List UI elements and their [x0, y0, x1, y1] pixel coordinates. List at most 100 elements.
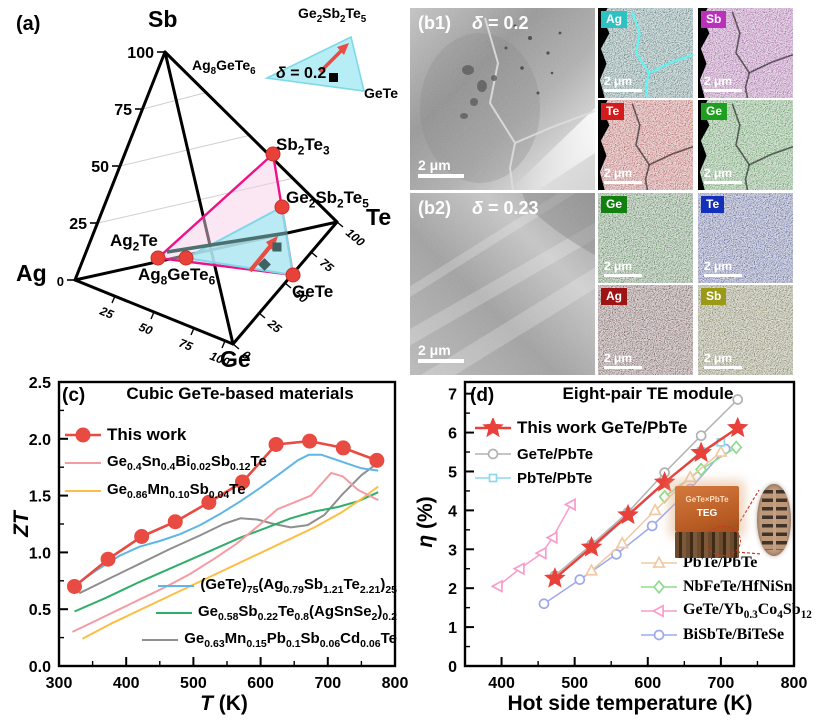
- b1-haadf-svg: [410, 8, 595, 190]
- ge-te-axis-tick: 75: [317, 256, 336, 276]
- y-tick-label: 3: [448, 542, 457, 559]
- b2-eds-maps: Ge 2 μm Te 2 μm Ag 2 μm Sb 2 μm: [408, 191, 816, 377]
- panel-b1: (b1) δ = 0.2 2 μm Ag 2 μm Sb 2 μm Te 2 μm Ge 2 …: [408, 6, 816, 192]
- legend-item-nbfete-hfnisn: NbFeTe/HfNiSn: [640, 577, 793, 597]
- teg-label-line2: TEG: [696, 508, 718, 519]
- series-gete-yb0-3co4sb12: [490, 497, 576, 593]
- legend-item-label: This work GeTe/PbTe: [517, 418, 688, 437]
- legend-swatch-triangle-open: [641, 555, 677, 568]
- legend-item-label: Ge0.86Mn0.10Sb0.04Te: [107, 481, 246, 501]
- vertex-ag: Ag: [16, 260, 47, 286]
- y-tick-label: 2.0: [29, 432, 51, 449]
- legend-item-label: PbTe/PbTe: [683, 554, 758, 571]
- x-tick-label: 500: [561, 675, 588, 692]
- scalebar-text: 2 μm: [704, 74, 733, 88]
- teg-block-photo: GeTe×PbTe TEG: [675, 486, 739, 532]
- legend-swatch-line: [158, 585, 195, 587]
- panel-c-zt-chart: 300 400 500 600 700 800 0.0 0.5 1.0 1.5 2.0 2.5 (c)…: [0, 370, 408, 720]
- x-tick-label: 700: [708, 675, 735, 692]
- sb-axis-tick: 100: [127, 45, 154, 62]
- y-tick-label: 4: [448, 503, 457, 520]
- eds-map-label-chip: Ge: [601, 196, 628, 214]
- b2-scalebar-text: 2 μm: [418, 342, 451, 358]
- panel-b2: (b2) δ = 0.23 2 μm Ge 2 μm Te 2 μm Ag 2 μm Sb 2…: [408, 191, 816, 377]
- eds-map-label-chip: Sb: [701, 288, 727, 306]
- eds-map-scalebar: 2 μm: [604, 352, 642, 369]
- legend-item-pbte-pbte: PbTe/PbTe: [640, 553, 757, 573]
- legend-item-ge0-86mn0-10sb0-04te: Ge0.86Mn0.10Sb0.04Te: [64, 481, 246, 501]
- scalebar-text: 2 μm: [604, 166, 633, 180]
- scalebar-text: 2 μm: [604, 74, 633, 88]
- y-tick-label: 0.0: [29, 659, 51, 676]
- legend-swatch-line: [65, 490, 101, 492]
- panel-c-label: (c): [62, 385, 86, 406]
- legend-item-pbte-pbte: PbTe/PbTe: [474, 468, 592, 488]
- y-tick-label: 1.0: [29, 545, 51, 562]
- scalebar-text: 2 μm: [704, 166, 733, 180]
- y-tick-label: 2: [448, 581, 457, 598]
- legend-swatch-star-filled: [475, 418, 511, 438]
- x-tick-label: 400: [113, 675, 140, 692]
- label-gete: GeTe: [292, 282, 334, 301]
- teg-inset-annotations: [734, 489, 762, 555]
- chart-c-svg: 300 400 500 600 700 800 0.0 0.5 1.0 1.5 2.0 2.5: [29, 375, 409, 692]
- eds-map-scalebar: 2 μm: [604, 75, 642, 92]
- inset-triangle: [264, 35, 366, 92]
- highlight-circle: [705, 526, 741, 556]
- eds-map-ag: Ag 2 μm: [598, 285, 693, 375]
- vertex-sb: Sb: [148, 6, 178, 32]
- legend-swatch-circle-filled: [65, 427, 101, 443]
- scalebar-text: 2 μm: [704, 351, 733, 365]
- label-ag2te: Ag2Te: [110, 231, 158, 254]
- series-ge0-4sn0-4bi0-02sb0-12te: [71, 471, 379, 633]
- y-tick-label: 7: [448, 387, 457, 404]
- y-tick-label: 1: [448, 620, 457, 637]
- legend-item-this-work-gete-pbte: This work GeTe/PbTe: [474, 418, 687, 438]
- teg-module-photo-inset: GeTe×PbTe TEG: [663, 478, 795, 562]
- c-x-axis-title: T (K): [200, 692, 248, 715]
- eds-map-texture: [698, 285, 793, 375]
- eds-map-label-chip: Sb: [701, 11, 727, 29]
- legend-swatch-square-open: [475, 473, 511, 483]
- scalebar-text: 2 μm: [704, 259, 733, 273]
- eds-map-label-chip: Ag: [601, 288, 627, 306]
- label-ag8gete6: Ag8GeTe6: [138, 265, 216, 288]
- legend-swatch-tri-left-open: [641, 604, 677, 618]
- y-tick-label: 0: [448, 659, 457, 676]
- inset-label-gete: GeTe: [364, 85, 398, 101]
- y-tick-label: 1.5: [29, 489, 51, 506]
- legend-item-this-work: This work: [64, 425, 186, 445]
- legend-swatch-circle-open: [475, 448, 511, 460]
- x-tick-label: 600: [247, 675, 274, 692]
- eds-map-ge: Ge 2 μm: [598, 193, 693, 283]
- label-sb2te3: Sb2Te3: [276, 135, 330, 158]
- legend-swatch-line: [65, 462, 101, 464]
- ge-te-axis-tick: 100: [343, 226, 368, 250]
- eds-map-scalebar: 2 μm: [704, 75, 742, 92]
- eds-map-scalebar: 2 μm: [604, 260, 642, 277]
- b2-delta-label: δ = 0.23: [472, 198, 539, 218]
- y-tick-label: 5: [448, 464, 457, 481]
- legend-swatch-line: [155, 612, 192, 614]
- x-tick-label: 600: [634, 675, 661, 692]
- legend-swatch-diamond-open: [641, 579, 677, 595]
- series-ge0-58sb0-22te0-8-agsnse2-0-2: [74, 491, 379, 613]
- legend-item-label: Ge0.4Sn0.4Bi0.02Sb0.12Te: [107, 453, 267, 473]
- c-y-axis-title: ZT: [10, 511, 33, 537]
- b2-scalebar: 2 μm: [418, 343, 464, 363]
- panel-a-phase-diagram: 0 25 50 75 100 25 50 75 100 0 25 50 75 100 (a) Sb Ag …: [0, 0, 408, 380]
- x-tick-label: 500: [180, 675, 207, 692]
- scalebar-text: 2 μm: [604, 351, 633, 365]
- legend-item-label: PbTe/PbTe: [517, 469, 593, 487]
- eds-map-ag: Ag 2 μm: [598, 8, 693, 98]
- legend-item-ge0-63mn0-15pb0-1sb0-06cd0-06te: Ge0.63Mn0.15Pb0.1Sb0.06Cd0.06Te: [141, 630, 397, 650]
- legend-item-label: Ge0.58Sb0.22Te0.8(AgSnSe2)0.2: [197, 603, 397, 623]
- x-tick-label: 800: [781, 675, 808, 692]
- sample-square-marker: [272, 242, 282, 252]
- series-ge0-86mn0-10sb0-04te: [82, 485, 379, 640]
- y-tick-label: 2.5: [29, 375, 51, 392]
- b1-scalebar: 2 μm: [418, 158, 464, 178]
- legend-item-bisbte-bitese: BiSbTe/BiTeSe: [640, 625, 784, 645]
